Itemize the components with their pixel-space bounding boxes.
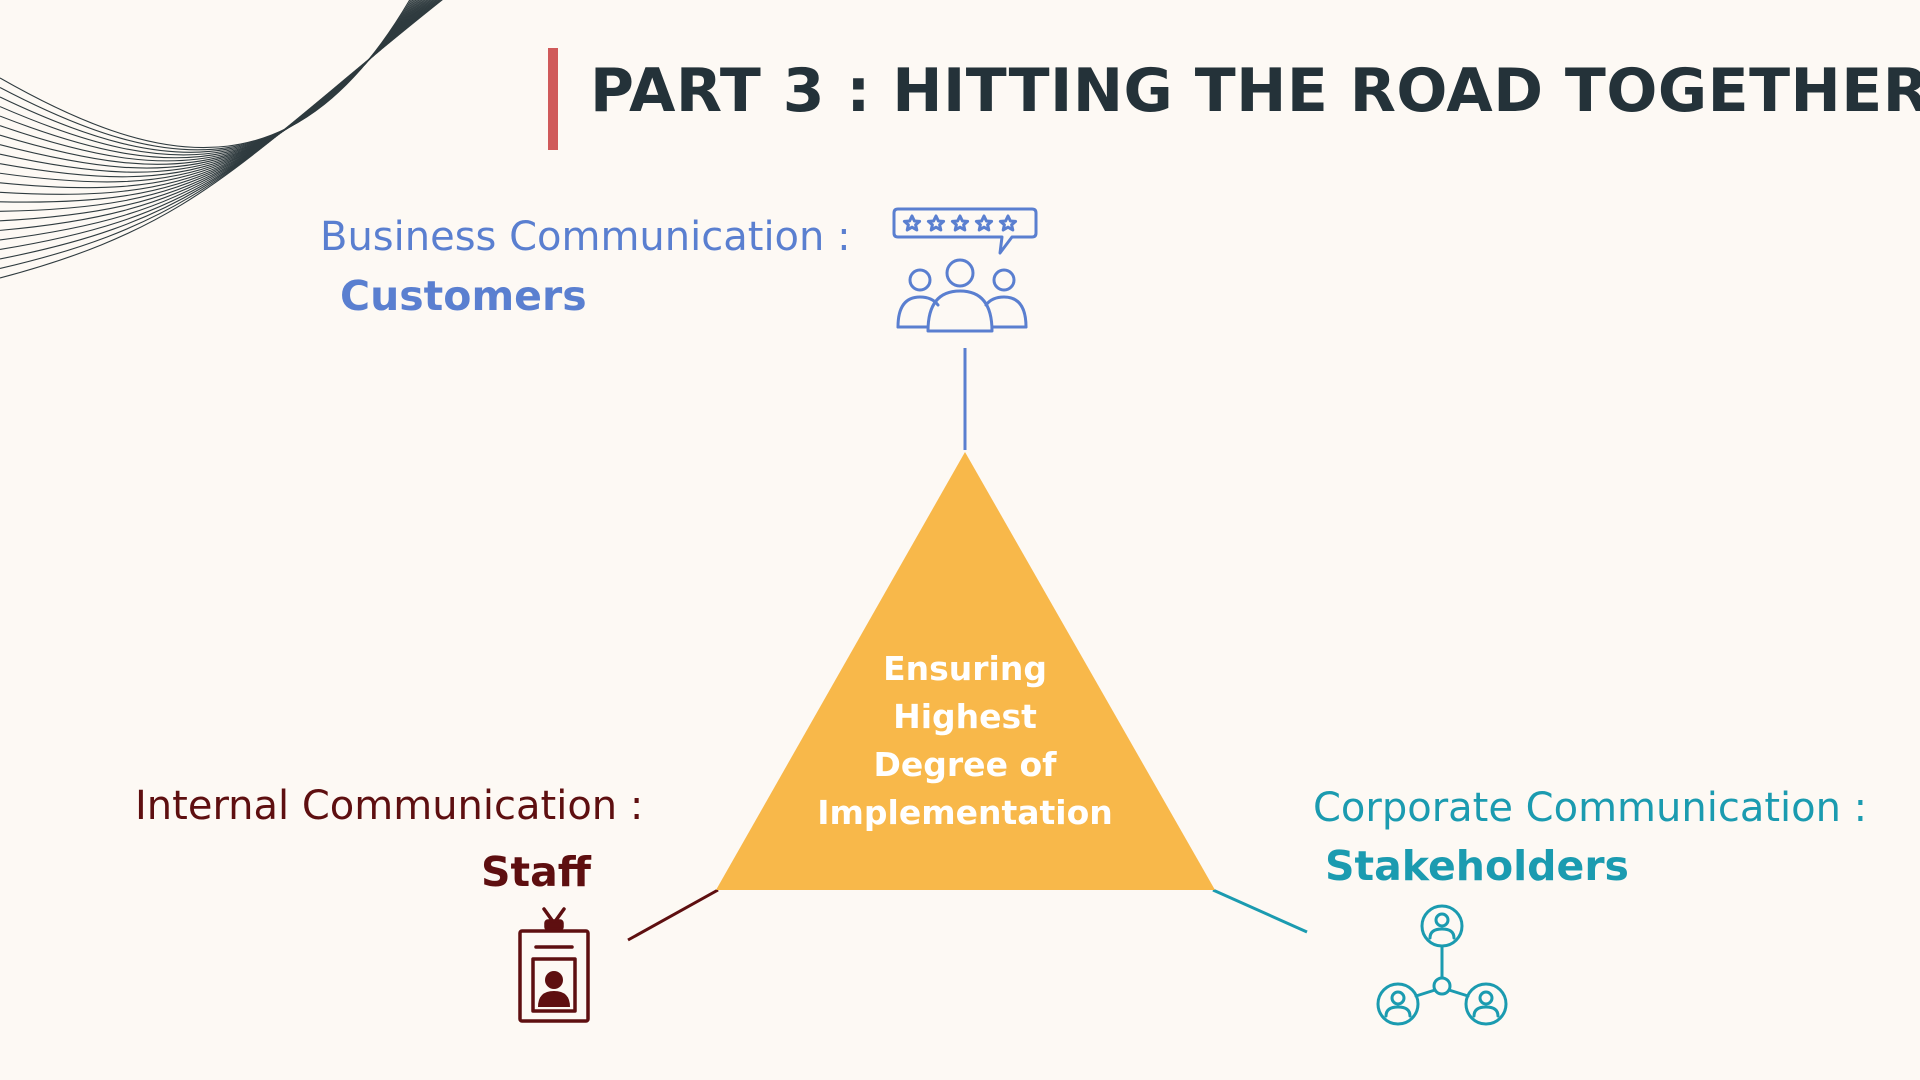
connector-stakeholders bbox=[1212, 888, 1308, 934]
connector-staff bbox=[627, 888, 719, 942]
stakeholder-network-icon bbox=[1376, 904, 1508, 1026]
staff-id-badge-icon bbox=[518, 907, 590, 1023]
stakeholders-label: Stakeholders bbox=[1325, 842, 1629, 890]
staff-label: Staff bbox=[481, 848, 592, 896]
business-communication-label: Business Communication : bbox=[320, 214, 851, 260]
center-text-line: Implementation bbox=[817, 793, 1113, 832]
center-text-line: Ensuring bbox=[883, 649, 1047, 688]
center-text-line: Degree of bbox=[873, 745, 1057, 784]
central-triangle bbox=[716, 452, 1215, 890]
triangle-center-text: Ensuring Highest Degree of Implementatio… bbox=[780, 645, 1150, 837]
customers-label: Customers bbox=[340, 272, 587, 320]
corporate-communication-label: Corporate Communication : bbox=[1313, 785, 1868, 831]
page-title: PART 3 : HITTING THE ROAD TOGETHER bbox=[590, 56, 1920, 126]
internal-communication-label: Internal Communication : bbox=[135, 783, 644, 829]
decorative-curve-lines bbox=[0, 0, 443, 279]
decorative-curve-line bbox=[0, 0, 443, 279]
center-text-line: Highest bbox=[893, 697, 1037, 736]
customer-rating-group-icon bbox=[892, 207, 1038, 333]
title-accent-bar bbox=[548, 48, 558, 150]
